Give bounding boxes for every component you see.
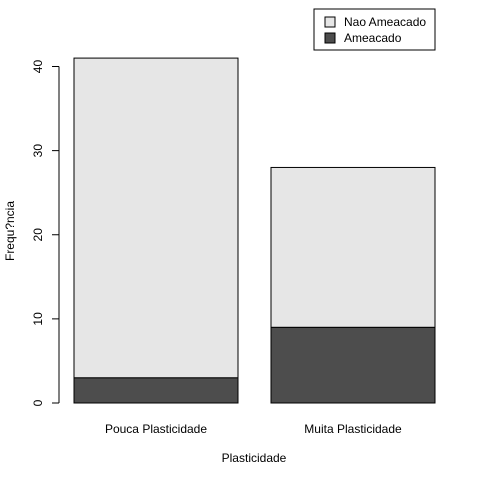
y-tick-label: 40	[31, 60, 45, 74]
y-tick-label: 0	[31, 399, 45, 406]
bar-2-series-2	[270, 166, 436, 328]
category-label: Muita Plasticidade	[304, 422, 402, 436]
legend-label: Nao Ameacado	[344, 15, 426, 29]
y-tick-label: 20	[31, 228, 45, 242]
x-axis-title: Plasticidade	[222, 451, 287, 465]
legend-label: Ameacado	[344, 31, 402, 45]
bar-1-series-1	[73, 377, 239, 404]
y-axis-title: Frequ?ncia	[3, 201, 17, 261]
bars-group	[73, 57, 436, 404]
bar-2-series-1	[270, 326, 436, 404]
y-tick-label: 30	[31, 144, 45, 158]
legend-swatch	[324, 16, 336, 28]
y-axis: 0 10 20 30 40	[31, 60, 60, 406]
x-axis-labels: Pouca Plasticidade Muita Plasticidade	[105, 422, 402, 436]
bar-1-series-2	[73, 57, 239, 379]
y-tick-label: 10	[31, 312, 45, 326]
category-label: Pouca Plasticidade	[105, 422, 207, 436]
legend: Nao Ameacado Ameacado	[313, 8, 436, 51]
legend-swatch	[324, 32, 336, 44]
